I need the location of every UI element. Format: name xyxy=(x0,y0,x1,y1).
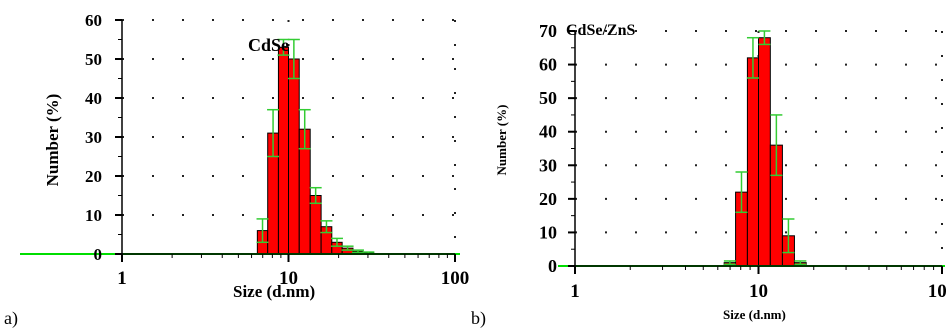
y-tick-label: 40 xyxy=(539,122,557,142)
y-tick-label: 70 xyxy=(539,21,557,41)
histogram-bar xyxy=(288,58,300,255)
error-bar xyxy=(746,36,759,79)
error-bar xyxy=(287,38,300,80)
y-tick-label: 30 xyxy=(85,128,102,147)
error-bar xyxy=(758,30,771,46)
error-bar xyxy=(794,260,807,266)
x-tick-label: 10 xyxy=(279,268,298,289)
x-tick-labels-a: 1 10 100 xyxy=(117,268,469,289)
error-bar xyxy=(341,245,354,251)
y-tick-label: 60 xyxy=(539,55,557,75)
axes-a xyxy=(115,19,456,262)
error-bar xyxy=(782,218,795,254)
error-bar xyxy=(309,186,322,205)
error-bar xyxy=(330,237,343,247)
chart-title-b: CdSe/ZnS xyxy=(566,22,635,39)
y-tick-label: 10 xyxy=(85,206,102,225)
x-axis-label-a: Size (d.nm) xyxy=(233,282,315,301)
error-bar xyxy=(351,249,364,254)
panel-label-b: b) xyxy=(471,308,486,329)
y-tick-label: 50 xyxy=(85,50,102,69)
y-axis-label-b: Number (%) xyxy=(494,105,509,176)
y-tick-label: 20 xyxy=(539,189,557,209)
error-bar xyxy=(298,108,311,150)
chart-title-a: CdSe xyxy=(248,35,289,55)
error-bar xyxy=(256,218,269,244)
histogram-bar xyxy=(746,57,760,267)
x-tick-label: 100 xyxy=(441,268,470,289)
x-tick-label: 100 xyxy=(928,281,946,302)
x-tick-label: 10 xyxy=(749,281,768,302)
x-tick-label: 1 xyxy=(570,281,580,302)
y-tick-label: 30 xyxy=(539,155,557,175)
x-tick-labels-b: 1 10 100 xyxy=(570,281,946,302)
error-bars-a xyxy=(256,38,375,255)
y-tick-label: 10 xyxy=(539,222,557,242)
axes-b xyxy=(568,30,943,274)
error-bar xyxy=(735,171,748,214)
y-tick-label: 60 xyxy=(85,11,102,30)
y-tick-labels-a: 0 10 20 30 40 50 60 xyxy=(85,11,102,264)
y-tick-label: 0 xyxy=(94,245,103,264)
grid-b xyxy=(575,30,943,266)
chart-panel-a: 0 10 20 30 40 50 60 1 10 100 CdSe Size (d.nm) Nu… xyxy=(4,11,469,329)
y-tick-label: 0 xyxy=(548,256,557,276)
histogram-bar xyxy=(758,37,771,267)
error-bar xyxy=(277,38,290,56)
y-tick-labels-b: 0 10 20 30 40 50 60 70 xyxy=(539,21,557,276)
panel-label-a: a) xyxy=(4,308,18,329)
histogram-bar xyxy=(277,46,290,255)
error-bar xyxy=(320,220,333,234)
x-tick-label: 1 xyxy=(117,268,127,289)
error-bar xyxy=(267,108,280,158)
y-tick-label: 20 xyxy=(85,167,102,186)
y-tick-label: 50 xyxy=(539,88,557,108)
error-bar xyxy=(770,114,783,177)
y-tick-label: 40 xyxy=(85,89,102,108)
x-axis-label-b: Size (d.nm) xyxy=(723,307,786,322)
y-axis-label-a: Number (%) xyxy=(43,94,62,187)
error-bar xyxy=(723,260,736,266)
histogram-bar xyxy=(309,195,322,255)
error-bars-b xyxy=(723,30,807,266)
chart-panel-b: 0 10 20 30 40 50 60 70 1 10 100 CdSe/ZnS Size (d.… xyxy=(471,21,946,329)
